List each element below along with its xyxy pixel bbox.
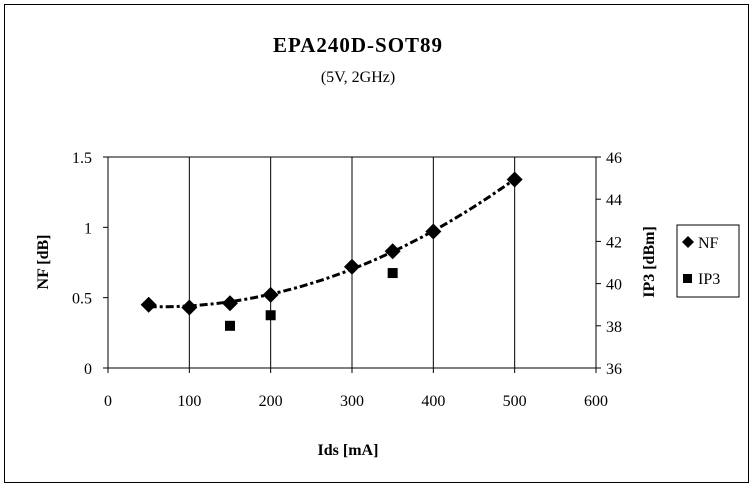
nf-point <box>222 295 238 312</box>
y-tick-label: 0 <box>84 361 92 378</box>
ip3-point <box>225 320 235 331</box>
nf-point <box>181 299 198 316</box>
legend: NF IP3 <box>676 224 740 298</box>
y2-axis: 36 38 40 42 44 46 <box>596 150 622 378</box>
y2-tick-label: 40 <box>606 277 622 294</box>
nf-point <box>262 286 279 303</box>
nf-point <box>344 258 360 275</box>
legend-ip3-marker <box>683 274 692 283</box>
y2-tick-label: 42 <box>606 234 622 251</box>
legend-nf-marker <box>682 236 694 248</box>
y2-tick-label: 38 <box>606 319 622 336</box>
series-layer <box>140 171 523 331</box>
x-tick-label: 100 <box>177 393 201 410</box>
nf-point <box>140 296 157 313</box>
nf-trendline <box>148 177 516 309</box>
chart-frame <box>4 4 749 483</box>
ip3-point <box>387 268 398 279</box>
x-tick-label: 300 <box>340 393 364 410</box>
legend-ip3-label: IP3 <box>698 271 720 288</box>
y2-tick-label: 36 <box>606 361 622 378</box>
y-tick-label: 1 <box>84 220 92 237</box>
y2-tick-label: 46 <box>606 150 622 167</box>
x-axis-label: Ids [mA] <box>318 442 379 459</box>
x-axis: 0 100 200 300 400 500 600 <box>104 368 608 410</box>
y-axis-label: NF [dB] <box>35 235 52 290</box>
ip3-point <box>265 310 276 321</box>
x-tick-label: 500 <box>503 393 527 410</box>
x-tick-label: 400 <box>421 393 445 410</box>
y-tick-label: 1.5 <box>72 150 92 167</box>
x-tick-label: 200 <box>259 393 283 410</box>
x-tick-label: 600 <box>584 393 608 410</box>
chart-subtitle: (5V, 2GHz) <box>321 69 395 86</box>
nf-point <box>506 171 523 188</box>
x-tick-label: 0 <box>104 393 112 410</box>
nf-point <box>425 223 442 240</box>
y2-axis-label: IP3 [dBm] <box>641 226 658 298</box>
chart-title: EPA240D-SOT89 <box>273 33 443 57</box>
y-axis: 0 0.5 1 1.5 <box>72 150 108 378</box>
y-tick-label: 0.5 <box>72 291 92 308</box>
y2-tick-label: 44 <box>606 192 622 209</box>
legend-nf-label: NF <box>698 235 719 252</box>
nf-point <box>384 243 401 260</box>
